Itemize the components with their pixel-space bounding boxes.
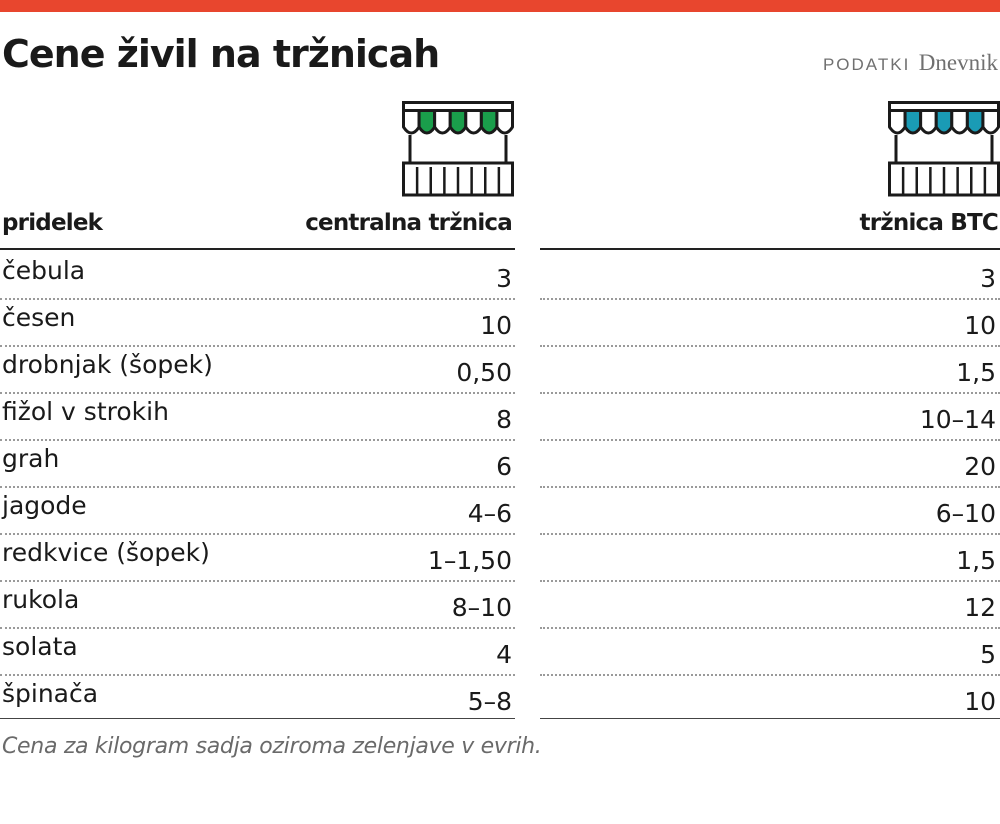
awning-stripe [417,109,437,135]
central-market-price: 1–1,50 [427,546,512,575]
table-row: redkvice (šopek) 1–1,50 1,5 [0,534,1000,582]
btc-market-price: 10 [964,687,996,716]
awning-stripe [495,109,514,135]
column-header-btc-market: tržnica BTC [859,210,999,236]
row-separator-left [0,533,515,535]
row-separator-left [0,674,515,676]
central-market-price: 0,50 [456,358,512,387]
btc-market-price: 20 [964,452,996,481]
footnote: Cena za kilogram sadja oziroma zelenjave… [2,734,542,759]
btc-market-price: 1,5 [956,358,996,387]
row-separator-left [0,298,515,300]
awning-stripe [479,109,499,135]
row-separator-left [0,486,515,488]
market-stall-green-icon [402,101,514,197]
awning-stripe [888,109,907,135]
table-row: rukola 8–10 12 [0,581,1000,629]
column-header-central-market: centralna tržnica [305,210,513,236]
btc-market-price: 3 [980,264,996,293]
product-name: grah [2,444,60,473]
row-separator-left [0,439,515,441]
central-market-price: 5–8 [467,687,512,716]
btc-market-price: 12 [964,593,996,622]
product-name: špinača [2,679,99,708]
bottom-rule-left [0,718,515,719]
table-row: špinača 5–8 10 [0,675,1000,722]
product-name: rukola [2,585,80,614]
btc-market-price: 10–14 [919,405,996,434]
row-separator-left [0,580,515,582]
product-name: drobnjak (šopek) [2,350,213,379]
awning-stripe [903,109,923,135]
bottom-rule-right [540,718,1000,719]
row-separator-right [540,345,1000,347]
header-rule-left [0,248,515,250]
column-header-product: pridelek [2,210,103,236]
row-separator-right [540,627,1000,629]
page-title: Cene živil na tržnicah [2,32,440,76]
btc-market-price: 1,5 [956,546,996,575]
central-market-price: 8 [496,405,512,434]
source-credit: PODATKI Dnevnik [823,50,998,76]
awning-stripe [934,109,954,135]
row-separator-right [540,298,1000,300]
awning-stripe [919,109,938,135]
row-separator-right [540,486,1000,488]
row-separator-right [540,439,1000,441]
product-name: redkvice (šopek) [2,538,210,567]
product-name: jagode [2,491,87,520]
row-separator-right [540,674,1000,676]
table-row: grah 6 20 [0,440,1000,488]
row-separator-left [0,345,515,347]
awning-stripe [448,109,468,135]
row-separator-left [0,627,515,629]
product-name: česen [2,303,76,332]
table-row: drobnjak (šopek) 0,50 1,5 [0,346,1000,394]
table-row: česen 10 10 [0,299,1000,347]
awning-stripe [981,109,1000,135]
product-name: fižol v strokih [2,397,169,426]
table-row: solata 4 5 [0,628,1000,676]
row-separator-right [540,580,1000,582]
row-separator-right [540,533,1000,535]
btc-market-price: 6–10 [935,499,996,528]
source-name: Dnevnik [918,50,998,75]
top-accent-bar [0,0,1000,12]
awning-stripe [965,109,985,135]
row-separator-left [0,392,515,394]
central-market-price: 3 [496,264,512,293]
table-row: čebula 3 3 [0,252,1000,300]
btc-market-price: 5 [980,640,996,669]
central-market-price: 4–6 [467,499,512,528]
central-market-price: 8–10 [451,593,512,622]
product-name: čebula [2,256,86,285]
btc-market-price: 10 [964,311,996,340]
central-market-price: 6 [496,452,512,481]
table-row: jagode 4–6 6–10 [0,487,1000,535]
awning-stripe [433,109,452,135]
awning-stripe [402,109,421,135]
awning-stripe [464,109,483,135]
central-market-price: 10 [480,311,512,340]
table-row: fižol v strokih 8 10–14 [0,393,1000,441]
header-rule-right [540,248,1000,250]
awning-stripe [950,109,969,135]
central-market-price: 4 [496,640,512,669]
row-separator-right [540,392,1000,394]
market-stall-blue-icon [888,101,1000,197]
source-label: PODATKI [822,55,911,74]
product-name: solata [2,632,78,661]
